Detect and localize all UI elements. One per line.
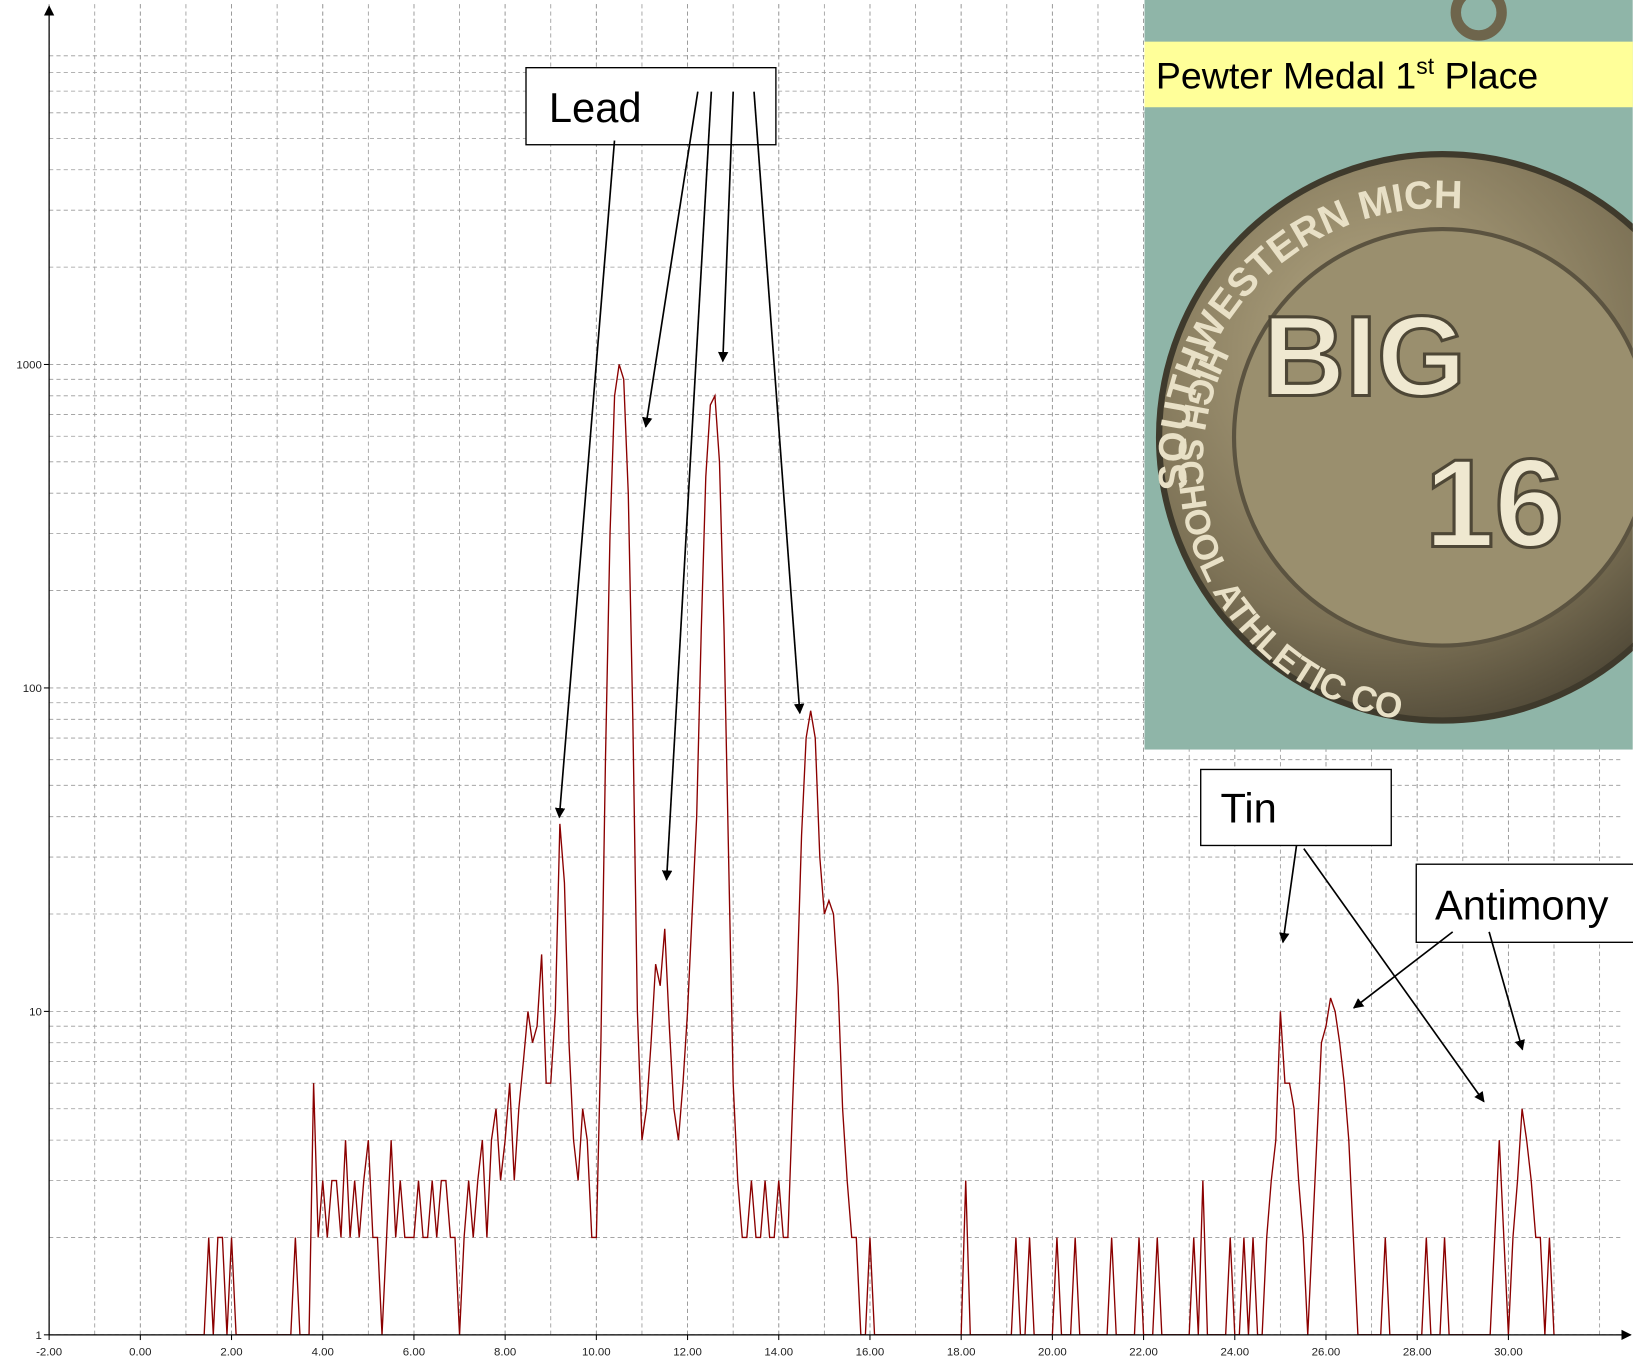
medal-big: BIG [1262,293,1466,421]
x-tick-label: 6.00 [403,1347,425,1359]
x-tick-label: 26.00 [1312,1347,1341,1359]
plot [185,364,1555,1336]
x-tick-label: 14.00 [764,1347,793,1359]
lead-box [525,67,777,146]
x-tick-label: 2.00 [220,1347,242,1359]
spectrum-line [185,364,1555,1336]
y-tick-label: 10 [29,1007,42,1019]
tin-label: Tin [1220,785,1276,832]
x-tick-label: 22.00 [1129,1347,1158,1359]
y-tick-label: 100 [23,683,42,695]
arrow [1279,845,1298,944]
x-tick-label: 28.00 [1403,1347,1432,1359]
photo: SOUTHWESTERN MICH HIGH SCHOOL ATHLETIC C… [1144,0,1633,750]
arrow [1303,848,1485,1103]
caption-rest: Place [1434,55,1538,97]
x-tick-label: 10.00 [582,1347,611,1359]
x-tick-label: 20.00 [1038,1347,1067,1359]
x-tick-label: 12.00 [673,1347,702,1359]
caption-box [1144,41,1633,108]
tin-box [1200,768,1392,847]
arrow [753,91,805,715]
caption-main: Pewter Medal 1 [1156,55,1416,97]
arrow [554,140,616,819]
axes: 1 10 100 1000 -2.00 0.00 2.00 4.00 6.00 8.00 10.00… [16,5,1632,1359]
annotations: Lead Tin Antimony [525,67,1633,1103]
grid [48,4,1623,1336]
antimony-label: Antimony [1435,881,1609,928]
x-tick-label: -2.00 [36,1347,62,1359]
arrow [661,91,713,881]
x-tick-label: 18.00 [947,1347,976,1359]
medal-loop [1450,0,1507,41]
medal-inner [1232,227,1633,648]
arrow [1488,931,1525,1051]
y-tick-label: 1000 [16,360,41,372]
lead-label: Lead [549,84,642,131]
x-tick-label: 4.00 [312,1347,334,1359]
caption: Pewter Medal 1st Place [1156,53,1538,97]
x-tick-label: 8.00 [494,1347,516,1359]
caption-sup: st [1416,53,1434,79]
y-tick-label: 1 [35,1330,41,1342]
arrow [717,91,735,363]
arrow [642,91,699,428]
x-tick-label: 30.00 [1494,1347,1523,1359]
x-tick-label: 0.00 [129,1347,151,1359]
x-tick-label: 16.00 [856,1347,885,1359]
arrow [1352,931,1454,1009]
x-tick-label: 24.00 [1220,1347,1249,1359]
antimony-box [1415,863,1633,943]
medal-number: 16 [1425,435,1564,574]
